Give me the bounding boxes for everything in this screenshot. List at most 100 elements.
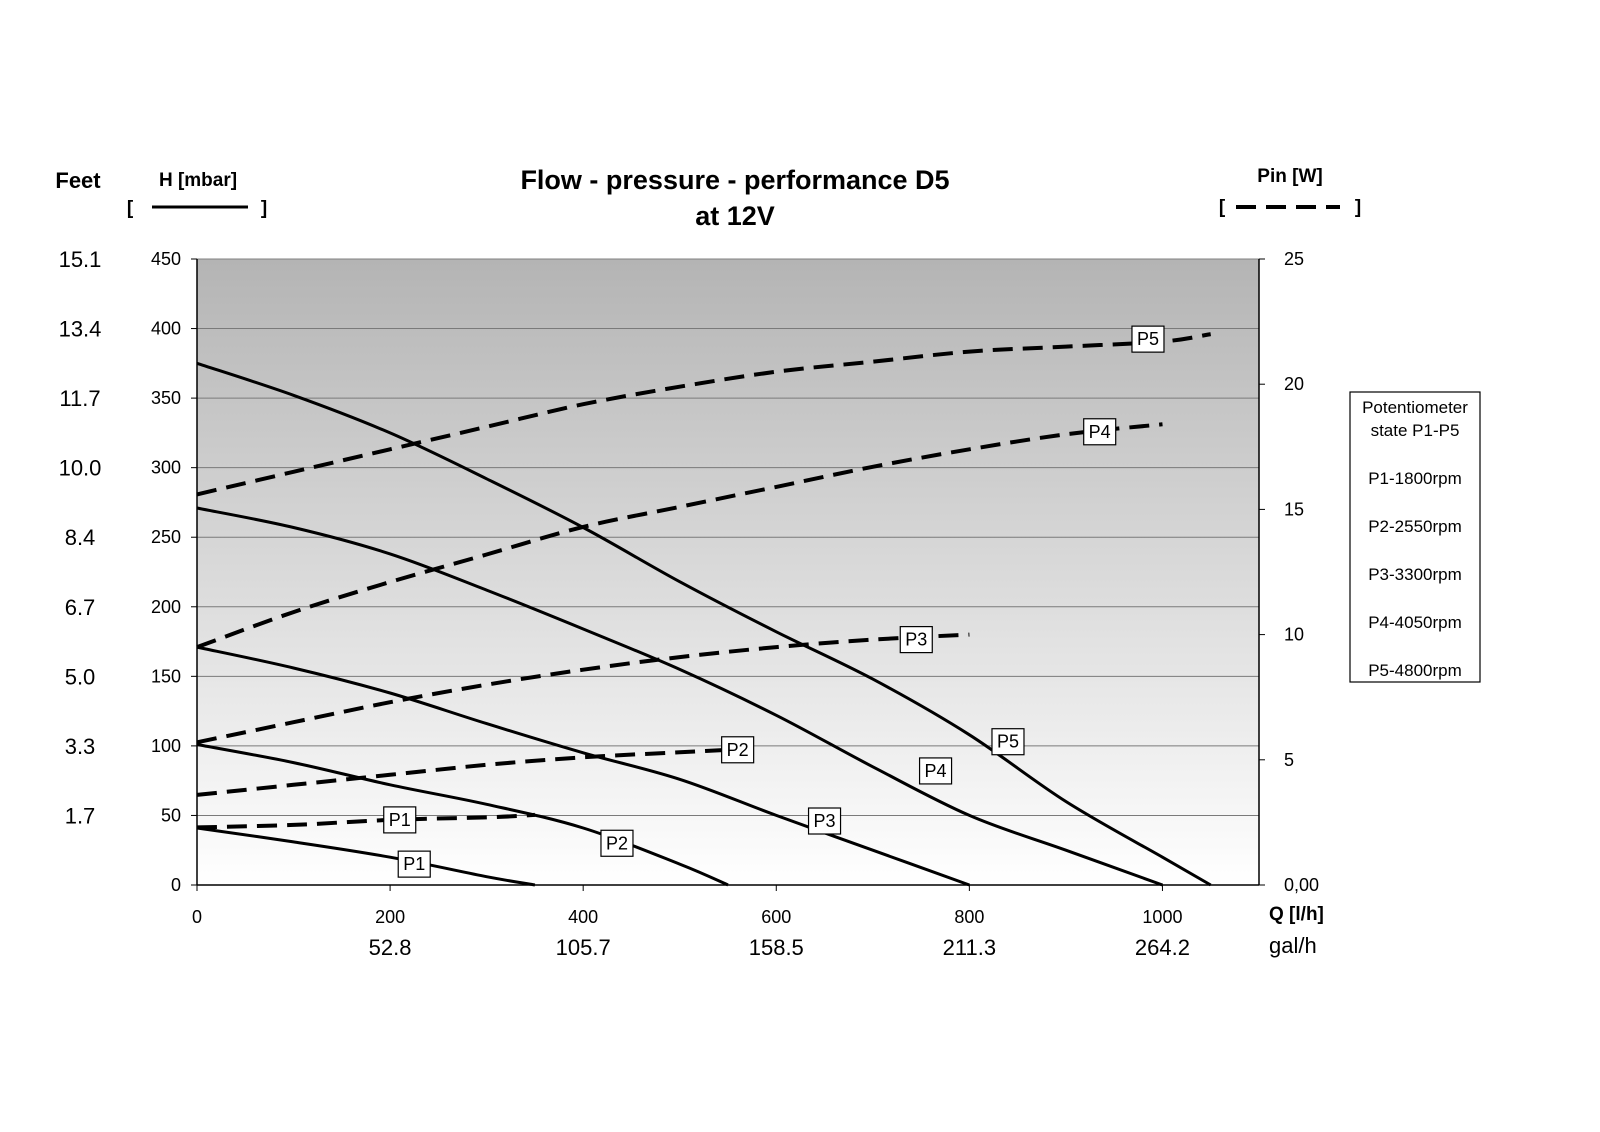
- curve-label-pressure-p3: P3: [807, 807, 842, 835]
- legend-line: state P1-P5: [1371, 421, 1460, 440]
- curve-label-text: P4: [1089, 422, 1111, 442]
- feet-tick-label: 15.1: [59, 247, 102, 272]
- chart-subtitle: at 12V: [695, 201, 775, 231]
- right-tick-label: 0,00: [1284, 875, 1319, 895]
- plot-area: [196, 258, 1260, 886]
- curve-label-box: [1083, 418, 1117, 446]
- curve-label-pressure-p5: P5: [991, 728, 1025, 756]
- legend-box: Potentiometer state P1-P5 P1-1800rpm P2-255…: [1349, 391, 1481, 683]
- power-curve-p4: [196, 422, 1163, 649]
- gal-tick-label: 158.5: [749, 935, 804, 960]
- curve-label-text: P3: [905, 630, 927, 650]
- feet-tick-label: 8.4: [65, 525, 96, 550]
- gal-tick-labels: 52.8 105.7 158.5 211.3 264.2: [369, 935, 1190, 960]
- x-tick-label: 0: [192, 907, 202, 927]
- x2-axis-label: gal/h: [1269, 933, 1317, 958]
- curve-label-text: P2: [727, 740, 749, 760]
- left-tick-label: 150: [151, 666, 181, 686]
- pressure-curve-p4: [196, 506, 1164, 887]
- curve-label-text: P3: [814, 811, 836, 831]
- left-tick-label: 400: [151, 319, 181, 339]
- feet-tick-label: 10.0: [59, 456, 102, 481]
- feet-tick-labels: 1.7 3.3 5.0 6.7 8.4 10.0 11.7 13.4 15.1: [59, 247, 102, 828]
- curve-label-box: [807, 807, 842, 835]
- left-tick-label: 100: [151, 736, 181, 756]
- curve-label-text: P4: [925, 761, 947, 781]
- legend-line: P4-4050rpm: [1368, 613, 1462, 632]
- power-curve-p5: [196, 332, 1212, 497]
- bracket-close: ]: [261, 198, 267, 219]
- feet-tick-label: 5.0: [65, 664, 96, 689]
- legend-frame: [1349, 391, 1481, 683]
- curve-label-text: P5: [1137, 329, 1159, 349]
- x-tick-label: 200: [375, 907, 405, 927]
- feet-tick-label: 13.4: [59, 317, 102, 342]
- left-tick-label: 300: [151, 458, 181, 478]
- chart-title: Flow - pressure - performance D5: [520, 165, 949, 195]
- x-tick-label: 1000: [1142, 907, 1182, 927]
- curve-label-text: P2: [606, 833, 628, 853]
- left-tick-labels: 0 50 100 150 200 250 300 350 400 450: [151, 249, 181, 895]
- x-tick-label: 400: [568, 907, 598, 927]
- pressure-curve-p1: [196, 826, 536, 887]
- left-axis-legend: H [mbar] [ ]: [127, 170, 267, 219]
- curve-label-box: [899, 626, 933, 654]
- left-tick-label: 200: [151, 597, 181, 617]
- right-tick-label: 10: [1284, 625, 1304, 645]
- pressure-curves: [196, 361, 1212, 887]
- curve-label-power-p1: P1: [383, 806, 417, 834]
- right-tick-label: 20: [1284, 374, 1304, 394]
- curve-label-box: [991, 728, 1025, 756]
- curve-label-box: [600, 829, 634, 857]
- pressure-curve-p2: [196, 743, 729, 887]
- x-axis-label: Q [l/h]: [1269, 904, 1324, 925]
- power-curve-p3: [196, 632, 970, 745]
- curve-label-box: [918, 757, 953, 785]
- curve-label-text: P5: [997, 732, 1019, 752]
- power-curve-p2: [196, 747, 729, 797]
- curve-label-box: [383, 806, 417, 834]
- curve-label-power-p5: P5: [1131, 325, 1165, 353]
- feet-tick-label: 6.7: [65, 595, 96, 620]
- curve-label-power-p3: P3: [899, 626, 933, 654]
- feet-tick-label: 11.7: [59, 386, 100, 411]
- legend-line: P1-1800rpm: [1368, 469, 1462, 488]
- right-axis-label: Pin [W]: [1257, 166, 1322, 187]
- curve-labels: P1 P2 P3 P4 P5 P1 P2 P3 P4 P5: [383, 325, 1165, 878]
- right-tick-label: 25: [1284, 249, 1304, 269]
- bracket-open: [: [127, 198, 134, 219]
- gal-tick-label: 52.8: [369, 935, 412, 960]
- left-tick-label: 250: [151, 527, 181, 547]
- curve-label-box: [721, 736, 755, 764]
- right-tick-label: 15: [1284, 499, 1304, 519]
- right-tick-label: 5: [1284, 750, 1294, 770]
- feet-axis-label: Feet: [55, 168, 101, 193]
- curve-label-box: [1131, 325, 1165, 353]
- curve-label-pressure-p1: P1: [397, 850, 431, 878]
- curve-label-pressure-p4: P4: [918, 757, 953, 785]
- legend-line: P3-3300rpm: [1368, 565, 1462, 584]
- left-tick-label: 50: [161, 805, 181, 825]
- left-axis-label: H [mbar]: [159, 170, 237, 191]
- pressure-curve-p5: [196, 361, 1212, 887]
- curve-label-power-p2: P2: [721, 736, 755, 764]
- feet-tick-label: 3.3: [65, 734, 96, 759]
- bracket-close-right: ]: [1355, 197, 1361, 218]
- curve-label-text: P1: [403, 854, 425, 874]
- right-axis-legend: Pin [W] [ ]: [1219, 166, 1361, 218]
- x-tick-label: 600: [761, 907, 791, 927]
- legend-line: P2-2550rpm: [1368, 517, 1462, 536]
- x-tick-label: 800: [954, 907, 984, 927]
- curve-label-text: P1: [389, 810, 411, 830]
- legend-line: P5-4800rpm: [1368, 661, 1462, 680]
- bracket-open-right: [: [1219, 197, 1226, 218]
- gal-tick-label: 105.7: [556, 935, 611, 960]
- feet-tick-label: 1.7: [65, 803, 96, 828]
- gal-tick-label: 264.2: [1135, 935, 1190, 960]
- left-tick-label: 350: [151, 388, 181, 408]
- left-tick-label: 450: [151, 249, 181, 269]
- right-tick-labels: 0,00 5 10 15 20 25: [1284, 249, 1319, 895]
- left-tick-label: 0: [171, 875, 181, 895]
- curve-label-pressure-p2: P2: [600, 829, 634, 857]
